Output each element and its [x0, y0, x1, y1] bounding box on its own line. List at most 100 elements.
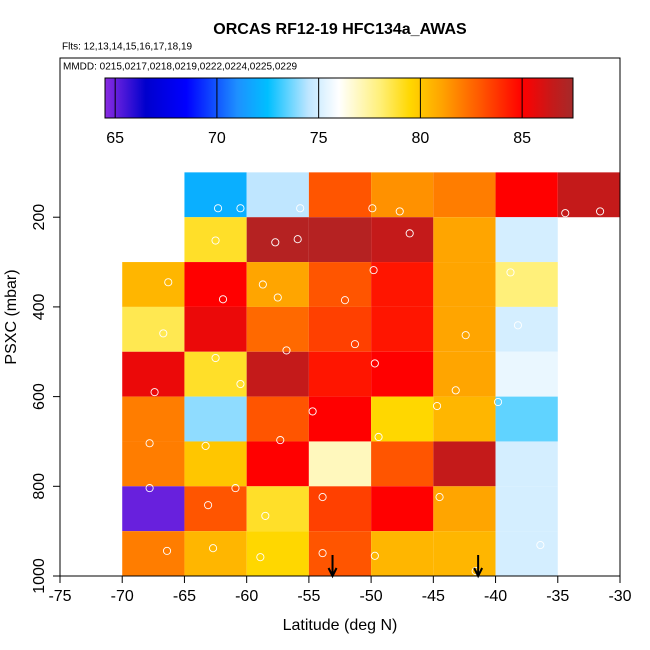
sample-point	[451, 386, 460, 395]
sample-point	[370, 551, 379, 560]
sample-point	[374, 432, 383, 442]
cell	[433, 531, 496, 576]
cell	[308, 441, 372, 487]
sample-point	[159, 329, 168, 338]
cell	[246, 351, 309, 397]
cell	[122, 486, 185, 532]
x-tick-label: -60	[235, 588, 258, 605]
cell	[246, 486, 309, 532]
sample-point	[282, 346, 291, 355]
sample-point	[493, 397, 503, 407]
sample-point	[433, 401, 442, 411]
sample-point	[218, 295, 228, 304]
cell	[246, 441, 309, 487]
cell	[371, 531, 434, 576]
sample-point	[211, 236, 220, 245]
cell	[371, 306, 434, 352]
sample-point	[435, 493, 444, 502]
sample-point	[513, 321, 523, 330]
sample-point	[271, 238, 280, 247]
sample-point	[370, 359, 379, 368]
cell	[308, 486, 372, 532]
cell	[495, 172, 558, 218]
sample-point	[561, 209, 570, 218]
cell	[122, 306, 185, 352]
cell	[184, 396, 247, 442]
cell	[184, 531, 247, 576]
cell	[495, 441, 558, 487]
y-tick-label: 1000	[31, 558, 48, 594]
cell	[495, 262, 558, 307]
x-tick-label: -30	[608, 588, 631, 605]
sample-point	[164, 278, 173, 287]
sample-point	[461, 331, 470, 340]
cell	[246, 172, 309, 218]
x-tick-label: -65	[173, 588, 196, 605]
sample-point	[276, 436, 285, 445]
cell	[371, 262, 434, 307]
cell	[246, 262, 309, 307]
cell	[184, 486, 247, 532]
y-tick-label: 600	[31, 383, 48, 410]
sample-point	[318, 493, 327, 502]
cell	[371, 486, 434, 532]
cell	[371, 172, 434, 218]
colorbar: 65 70 75 80 85	[104, 77, 574, 147]
cell	[308, 172, 372, 218]
cell	[308, 306, 372, 352]
x-axis-label: Latitude (deg N)	[283, 617, 398, 634]
cell	[495, 531, 558, 576]
cell	[184, 217, 247, 263]
y-tick-label: 400	[31, 293, 48, 320]
sample-point	[308, 407, 317, 416]
cell	[433, 172, 496, 218]
y-axis-label: PSXC (mbar)	[3, 269, 20, 364]
x-tick-label: -55	[297, 588, 320, 605]
cell	[371, 441, 434, 487]
sample-point	[536, 541, 545, 550]
arrow	[473, 555, 484, 579]
cell	[122, 351, 185, 397]
cell	[433, 396, 496, 442]
sample-point	[204, 501, 213, 510]
points	[145, 204, 605, 576]
cell	[495, 306, 558, 352]
colorbar-tick-label: 80	[411, 130, 429, 147]
annotation: MMDD: 0215,0217,0218,0219,0222,0224,0225…	[63, 62, 298, 73]
sample-point	[213, 204, 223, 213]
cell	[433, 306, 496, 352]
sample-point	[340, 296, 350, 305]
cell	[246, 396, 309, 442]
cell	[246, 531, 309, 576]
cell	[122, 396, 185, 442]
cell	[495, 486, 558, 532]
sample-point	[145, 439, 154, 448]
cell	[246, 306, 309, 352]
sample-point	[162, 546, 172, 555]
sample-point	[145, 484, 154, 493]
cell	[371, 351, 434, 397]
sample-point	[201, 441, 210, 450]
cell	[371, 396, 434, 442]
sample-point	[273, 293, 282, 302]
colorbar-tick-label: 65	[106, 130, 124, 147]
cell	[433, 441, 496, 487]
sample-point	[256, 553, 265, 562]
sample-point	[405, 229, 414, 238]
sample-point	[258, 280, 267, 289]
cell	[184, 262, 247, 307]
x-tick-label: -70	[111, 588, 134, 605]
cell	[184, 306, 247, 352]
arrow	[327, 555, 338, 579]
cell	[371, 217, 434, 263]
cell	[184, 351, 247, 397]
cell	[308, 262, 372, 307]
cell	[308, 351, 372, 397]
colorbar-tick-label: 75	[310, 130, 328, 147]
colorbar-gradient	[104, 77, 574, 119]
sample-point	[368, 204, 377, 213]
sample-point	[236, 379, 245, 389]
cell	[495, 351, 558, 397]
cell	[433, 262, 496, 307]
